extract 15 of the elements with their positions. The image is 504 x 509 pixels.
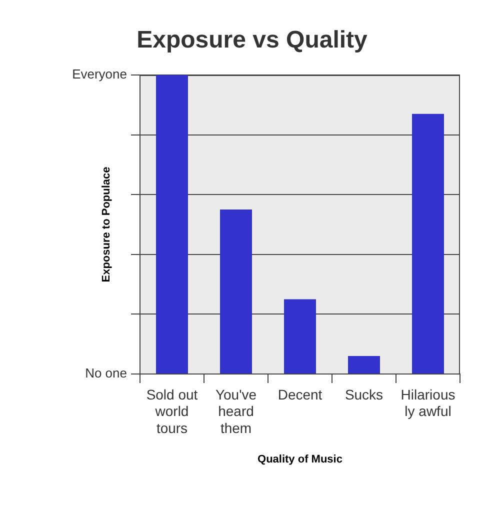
x-tick-label: Sold out world tours — [146, 386, 198, 436]
chart-title: Exposure vs Quality — [136, 26, 368, 54]
x-tick-label: Decent — [278, 386, 322, 402]
text: No one — [85, 366, 127, 381]
x-axis-title: Quality of Music — [258, 453, 342, 466]
bar — [348, 356, 380, 374]
bar — [412, 114, 444, 374]
text: Everyone — [72, 66, 127, 82]
x-tick-label: You've heard them — [215, 386, 257, 436]
bar — [156, 75, 188, 374]
y-axis-title: Exposure to Populace — [100, 166, 113, 282]
bar — [284, 299, 316, 374]
bar — [220, 210, 252, 374]
x-tick-label: Sucks — [344, 386, 384, 402]
x-tick-label: Hilarious ly awful — [400, 386, 456, 420]
